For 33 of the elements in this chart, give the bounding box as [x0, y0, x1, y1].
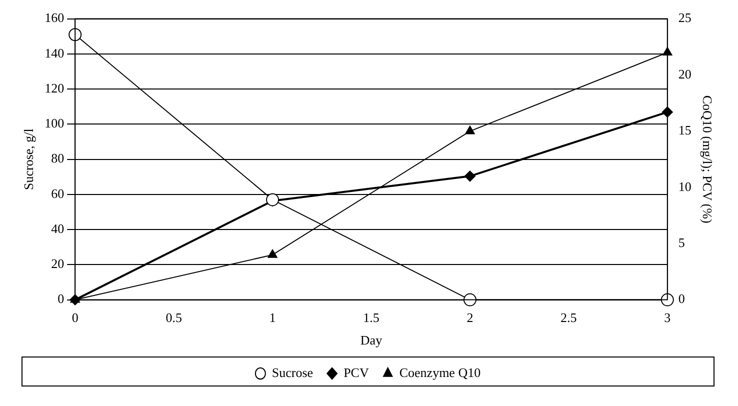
x-tick-label: 0.5: [166, 310, 182, 326]
y-axis-title: Sucrose, g/l: [21, 128, 36, 190]
point: [463, 293, 476, 306]
point: [464, 170, 476, 182]
legend-label: Coenzyme Q10: [399, 364, 481, 380]
y-tick-label: 60: [51, 186, 64, 201]
y2-tick-label: 20: [678, 66, 692, 82]
y2-tick-label: 5: [678, 235, 685, 250]
y2-tick-label: 25: [678, 10, 692, 26]
y2-tick-label: 10: [678, 178, 692, 194]
legend-label: Sucrose: [272, 364, 314, 380]
y2-tick-label: 15: [678, 122, 692, 138]
point: [268, 249, 278, 258]
y-tick-label: 120: [44, 80, 64, 96]
x-tick-label: 2.5: [560, 310, 577, 326]
x-axis-title: Day: [360, 332, 383, 348]
x-tick-label: 1.5: [363, 310, 380, 326]
y-tick-label: 140: [44, 45, 64, 60]
point: [465, 126, 475, 134]
y-tick-label: 0: [58, 291, 64, 306]
y-tick-label: 160: [44, 10, 64, 26]
y-tick-label: 20: [51, 256, 64, 272]
y-tick-label: 80: [51, 150, 64, 166]
point: [68, 28, 82, 42]
y-tick-label: 100: [44, 116, 64, 131]
x-tick-label: 1: [269, 310, 276, 326]
y-tick-label: 40: [51, 220, 64, 236]
x-tick-label: 2: [466, 310, 474, 326]
legend-label: PCV: [344, 364, 370, 380]
y2-axis-title: CoQ10 (mg/l); PCV (%): [700, 95, 715, 224]
x-tick-label: 0: [72, 310, 78, 326]
x-tick-label: 3: [664, 310, 671, 326]
y2-tick-label: 0: [678, 291, 685, 306]
